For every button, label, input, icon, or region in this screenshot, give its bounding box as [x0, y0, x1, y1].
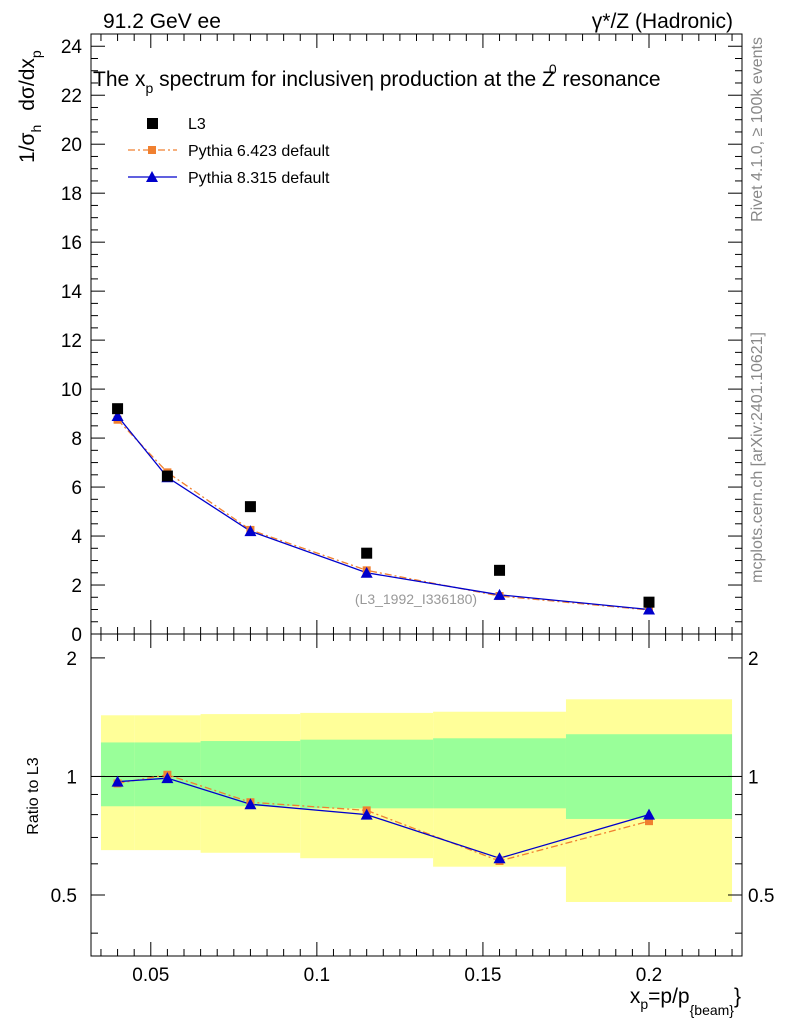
ratio-y-tick-label-right: 1 [748, 767, 759, 788]
ratio-pythia8-point [161, 772, 174, 784]
ylabel-dsigma: dσ/dx [16, 58, 39, 111]
main-plot-series [111, 403, 655, 615]
x-tick-label: 0.1 [304, 965, 330, 986]
ratio-y-tick-label: 0.5 [51, 886, 77, 907]
pythia8-point [493, 588, 506, 600]
ratio-band-inner-0 [100, 742, 135, 807]
xlabel-x: x [630, 985, 641, 1008]
ylabel-sub-p: p [28, 50, 44, 58]
ratio-pythia8-point [360, 808, 373, 820]
y-tick-label: 24 [61, 37, 83, 58]
y-tick-label: 4 [71, 527, 82, 548]
y-tick-label: 18 [61, 184, 82, 205]
l3-data-point [112, 403, 124, 415]
analysis-id-label: (L3_1992_I336180) [355, 591, 477, 607]
ratio-pythia6-line [117, 774, 650, 862]
x-tick-label: 0.05 [132, 965, 169, 986]
ratio-band-inner-2 [200, 741, 301, 807]
xlabel-close: } [734, 985, 741, 1008]
y-axis-label: 1/σh dσ/dxp [16, 50, 44, 163]
header-process-label: γ*/Z (Hadronic) [592, 10, 733, 33]
title-sub: p [146, 80, 154, 96]
ratio-pythia6-point [645, 817, 653, 826]
pythia8-line [117, 415, 650, 611]
ratio-y-tick-label: 1 [66, 767, 77, 788]
ratio-y-axis-label: Ratio to L3 [25, 757, 42, 834]
ratio-y-tick-label: 2 [66, 649, 77, 670]
pythia8-point [643, 603, 655, 615]
y-tick-label: 10 [61, 380, 82, 401]
l3-data-point [643, 596, 655, 608]
ratio-pythia8-point [643, 808, 655, 820]
y-tick-label: 0 [71, 625, 82, 646]
legend-marker-l3 [147, 118, 158, 129]
x-axis-label: xp=p/p{beam}} [630, 985, 741, 1018]
y-tick-label: 16 [61, 233, 82, 254]
title-sup: 0 [549, 61, 557, 77]
ratio-y-tick-label-right: 2 [748, 649, 759, 670]
header-energy-label: 91.2 GeV ee [103, 10, 221, 33]
ratio-band-inner-3 [300, 739, 434, 809]
legend: L3 Pythia 6.423 default Pythia 8.315 def… [128, 116, 330, 187]
pythia8-point [111, 410, 124, 422]
y-tick-label: 14 [61, 282, 83, 303]
x-tick-label: 0.15 [464, 965, 501, 986]
xlabel-eq: =p/p [648, 985, 689, 1008]
side-label-rivet: Rivet 4.1.0, ≥ 100k events [749, 37, 766, 222]
legend-label-pythia8: Pythia 8.315 default [188, 170, 330, 187]
legend-label-pythia6: Pythia 6.423 default [188, 143, 330, 160]
xlabel-sub-beam: {beam} [690, 1002, 735, 1018]
chart-title: The xp spectrum for inclusiveη productio… [93, 61, 661, 96]
y-tick-label: 8 [71, 429, 82, 450]
l3-data-point [361, 547, 373, 559]
x-tick-label: 0.2 [636, 965, 662, 986]
ratio-uncertainty-bands [91, 699, 742, 902]
l3-data-point [161, 470, 173, 482]
xlabel-sub-p: p [640, 996, 648, 1012]
y-tick-label: 12 [61, 331, 82, 352]
ylabel-sub-h: h [28, 125, 44, 133]
ylabel-one: 1/σ [16, 132, 39, 163]
title-mid: spectrum for inclusiveη production at th… [153, 68, 555, 91]
y-tick-label: 22 [61, 86, 82, 107]
ratio-plot-series [111, 770, 655, 865]
y-tick-label: 2 [71, 576, 82, 597]
pythia8-point [360, 566, 373, 578]
y-tick-label: 20 [61, 135, 82, 156]
ratio-band-inner-4 [433, 738, 566, 809]
title-pre: The x [93, 68, 146, 91]
ratio-pythia8-point [111, 775, 124, 787]
side-label-mcplots: mcplots.cern.ch [arXiv:2401.10621] [749, 332, 766, 583]
ratio-pythia8-point [493, 852, 506, 864]
ratio-pythia8-point [244, 798, 257, 810]
ratio-pythia8-line [117, 777, 650, 859]
l3-data-point [244, 501, 256, 513]
pythia6-line [117, 419, 650, 611]
legend-label-l3: L3 [188, 116, 206, 133]
y-tick-label: 6 [71, 478, 82, 499]
axis-ticks [91, 34, 742, 956]
ratio-y-tick-label-right: 0.5 [748, 886, 774, 907]
title-post: resonance [557, 68, 661, 91]
legend-marker-pythia6 [148, 146, 156, 154]
legend-marker-pythia8 [146, 171, 158, 182]
pythia8-point [244, 525, 257, 537]
l3-data-point [494, 564, 506, 576]
